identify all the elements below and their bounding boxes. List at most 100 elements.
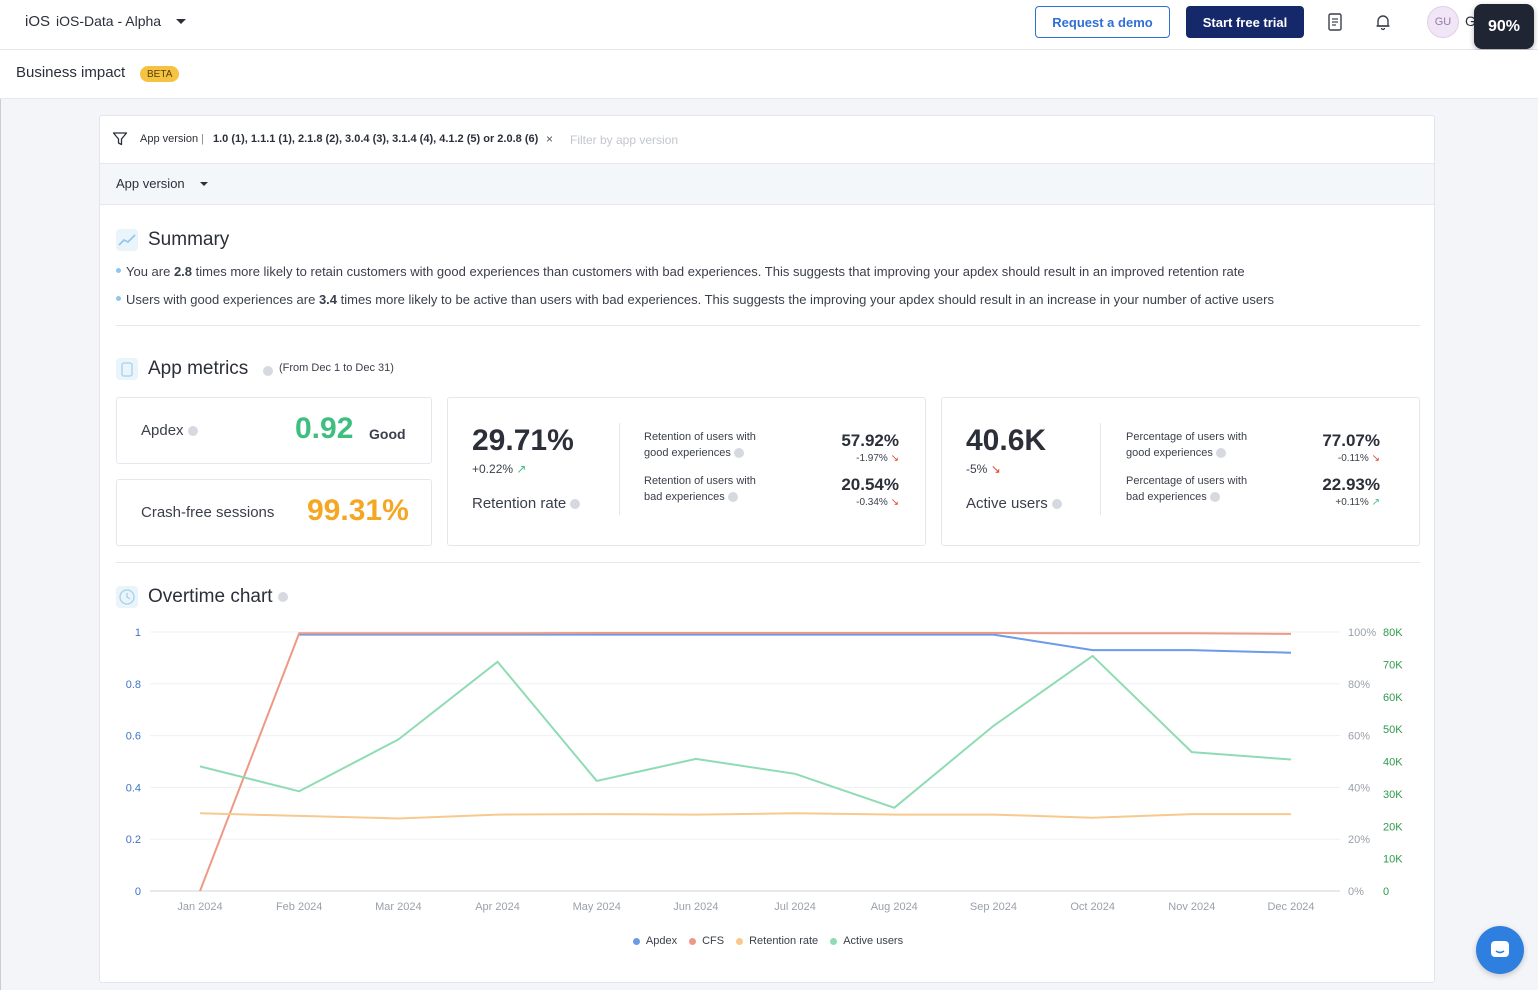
- x-tick-label: Jan 2024: [177, 901, 222, 913]
- divider: [619, 423, 620, 515]
- avatar-extra: G: [1465, 13, 1476, 29]
- legend-label: Apdex: [645, 935, 678, 947]
- x-tick-label: Sep 2024: [970, 901, 1017, 913]
- x-tick-label: May 2024: [573, 901, 621, 913]
- legend-label: CFS: [702, 935, 725, 947]
- y-tick-label: 1: [135, 627, 141, 639]
- active-users-value: 40.6K: [966, 424, 1047, 457]
- bad-retention-value: 20.54%: [841, 475, 899, 494]
- overtime-chart: 0 0.2 0.4 0.6 0.8 1 0% 20% 40% 60% 80% 100% 0 10K 20K 3…: [126, 627, 1404, 913]
- page-header: Business impact BETA: [0, 50, 1538, 99]
- apdex-label: Apdex: [141, 422, 198, 439]
- info-icon[interactable]: [187, 426, 198, 437]
- legend-item[interactable]: Active users: [830, 935, 903, 947]
- series-line-cfs: [199, 632, 1292, 892]
- chevron-down-icon[interactable]: [176, 19, 186, 24]
- info-icon[interactable]: [570, 499, 581, 510]
- page-title: Business impact: [16, 64, 126, 81]
- beta-badge: BETA: [140, 66, 180, 82]
- bad-retention-label: Retention of users with bad experiences: [644, 475, 756, 503]
- good-retention-label: Retention of users with good experiences: [644, 431, 756, 459]
- legend-dot: [830, 937, 838, 945]
- app-selector[interactable]: iOS-Data - Alpha: [56, 13, 162, 29]
- request-demo-button[interactable]: Request a demo: [1035, 6, 1170, 38]
- active-users-label: Active users: [966, 495, 1062, 512]
- y-right-tick-label: 80K: [1383, 627, 1403, 639]
- y-right-tick-label: 40K: [1383, 757, 1403, 769]
- filter-input[interactable]: [570, 130, 870, 150]
- y-right-tick-label: 30K: [1383, 789, 1403, 801]
- legend-dot: [736, 937, 744, 945]
- retention-card: 29.71% +0.22% ↗ Retention rate Retention…: [447, 397, 926, 546]
- active-users-card: 40.6K -5% ↘ Active users Percentage of u…: [941, 397, 1420, 546]
- overtime-chart-title: Overtime chart: [148, 586, 288, 608]
- info-icon[interactable]: [1209, 492, 1220, 503]
- top-bar: iOS iOS-Data - Alpha Request a demo Star…: [0, 0, 1538, 50]
- date-range: (From Dec 1 to Dec 31): [279, 362, 394, 374]
- y-tick-label: 0.8: [126, 679, 141, 691]
- business-impact-card: App version | 1.0 (1), 1.1.1 (1), 2.1.8 …: [99, 115, 1435, 983]
- group-by-bar: App version: [100, 164, 1434, 205]
- x-tick-label: Jul 2024: [774, 901, 816, 913]
- info-icon[interactable]: [1215, 448, 1226, 459]
- x-tick-label: Feb 2024: [276, 901, 322, 913]
- y-tick-label: 0: [135, 886, 141, 898]
- filter-value: 1.0 (1), 1.1.1 (1), 2.1.8 (2), 3.0.4 (3)…: [213, 133, 539, 145]
- left-edge: [0, 99, 1, 990]
- series-line-retention-rate: [199, 812, 1291, 820]
- document-icon[interactable]: [1325, 12, 1345, 32]
- summary-bullet: Users with good experiences are 3.4 time…: [116, 292, 1274, 307]
- good-retention-delta: -1.97% ↘: [856, 453, 899, 464]
- trend-icon: [116, 229, 138, 251]
- platform-label: iOS: [25, 13, 51, 30]
- legend-item[interactable]: Retention rate: [736, 935, 818, 947]
- start-trial-button[interactable]: Start free trial: [1186, 6, 1304, 38]
- y-right-tick-label: 70K: [1383, 659, 1403, 671]
- bad-users-value: 22.93%: [1322, 475, 1380, 494]
- avatar[interactable]: GU: [1427, 6, 1459, 38]
- y-pct-tick-label: 100%: [1348, 627, 1376, 639]
- divider: [116, 325, 1420, 326]
- group-by-dropdown[interactable]: App version: [116, 176, 185, 191]
- filter-bar: App version | 1.0 (1), 1.1.1 (1), 2.1.8 …: [100, 116, 1434, 164]
- chat-button[interactable]: [1476, 926, 1524, 974]
- info-icon[interactable]: [277, 591, 288, 602]
- app-metrics-title: App metrics: [148, 358, 249, 379]
- apdex-value: 0.92: [295, 412, 354, 445]
- legend-dot: [632, 937, 640, 945]
- y-right-tick-label: 20K: [1383, 821, 1403, 833]
- legend-item[interactable]: Apdex: [632, 935, 678, 947]
- active-users-delta: -5% ↘: [966, 462, 1001, 476]
- retention-value: 29.71%: [472, 424, 574, 457]
- info-icon[interactable]: [263, 366, 273, 376]
- series-line-active-users: [199, 654, 1292, 809]
- bad-users-label: Percentage of users with bad experiences: [1126, 475, 1248, 503]
- info-icon[interactable]: [727, 492, 738, 503]
- y-tick-label: 0.2: [126, 834, 141, 846]
- apdex-rating: Good: [369, 426, 406, 442]
- summary-title: Summary: [148, 229, 230, 250]
- filter-key: App version |: [140, 133, 205, 145]
- x-tick-label: Mar 2024: [375, 901, 421, 913]
- cfs-value: 99.31%: [307, 494, 409, 527]
- y-right-tick-label: 10K: [1383, 854, 1403, 866]
- chevron-down-icon[interactable]: [200, 182, 208, 186]
- cfs-label: Crash-free sessions: [141, 504, 275, 521]
- metrics-icon: [116, 358, 138, 380]
- y-pct-tick-label: 20%: [1348, 834, 1370, 846]
- legend-item[interactable]: CFS: [689, 935, 724, 947]
- info-icon[interactable]: [1051, 499, 1062, 510]
- good-users-label: Percentage of users with good experiences: [1126, 431, 1248, 459]
- bad-users-delta: +0.11% ↗: [1335, 497, 1380, 508]
- x-tick-label: Aug 2024: [871, 901, 918, 913]
- bell-icon[interactable]: [1373, 12, 1393, 32]
- crash-free-card: Crash-free sessions 99.31%: [116, 479, 432, 546]
- chat-icon: [1491, 941, 1509, 957]
- bad-retention-delta: -0.34% ↘: [856, 497, 899, 508]
- good-users-delta: -0.11% ↘: [1337, 453, 1380, 464]
- info-icon[interactable]: [733, 448, 744, 459]
- retention-delta: +0.22% ↗: [472, 462, 527, 476]
- close-icon[interactable]: ×: [546, 132, 554, 146]
- chart-legend: Apdex CFS Retention rate Active users: [100, 935, 1434, 947]
- x-tick-label: Oct 2024: [1070, 901, 1115, 913]
